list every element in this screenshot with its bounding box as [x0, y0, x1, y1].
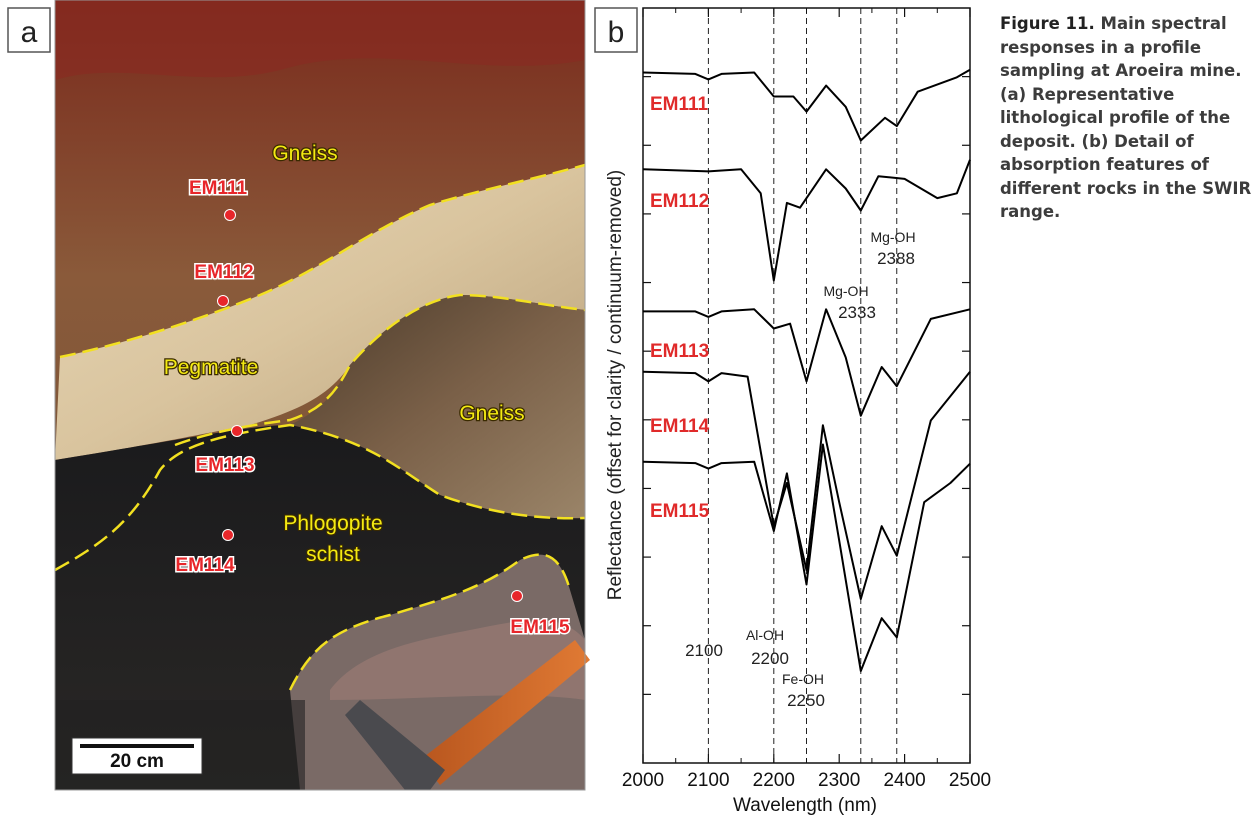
rock-label: Gneiss [272, 142, 337, 165]
series-label: EM114 [650, 416, 710, 437]
x-tick-label: 2400 [883, 770, 925, 791]
reference-group: Al-OH [746, 627, 784, 643]
x-tick-label: 2300 [818, 770, 860, 791]
series-label: EM112 [650, 191, 709, 212]
x-tick-label: 2000 [622, 770, 664, 791]
x-axis-label: Wavelength (nm) [733, 795, 877, 816]
sample-label: EM114 [175, 555, 235, 576]
photo [55, 0, 590, 790]
caption: Figure 11. Main spectral responses in a … [1000, 12, 1252, 224]
rock-label: Pegmatite [164, 356, 259, 379]
plot: 2100 Al-OH 2200 Fe-OH 2250 Mg-OH 2333 Mg-OH 2388… [622, 8, 991, 791]
scale-bar: 20 cm [72, 738, 202, 774]
page: { "panel_a": { "label": "a", "rock_label… [0, 0, 1255, 818]
scale-bar-label: 20 cm [110, 751, 164, 772]
reference-value: 2250 [787, 691, 825, 710]
y-axis-label: Reflectance (offset for clarity / contin… [605, 170, 626, 601]
sample-label: EM115 [510, 617, 570, 638]
x-tick-label: 2500 [949, 770, 991, 791]
panel-label: a [21, 16, 38, 49]
rock-label: Gneiss [459, 402, 524, 425]
reference-group: Mg-OH [870, 229, 915, 245]
rock-label: Phlogopite schist [268, 508, 398, 570]
series-label: EM111 [650, 94, 709, 115]
reference-group: Mg-OH [823, 283, 868, 299]
x-tick-label: 2100 [687, 770, 729, 791]
series-label: EM115 [650, 501, 710, 522]
spectrum-line [643, 372, 970, 599]
x-tick-label: 2200 [753, 770, 795, 791]
reference-value: 2100 [685, 641, 723, 660]
panel-label: b [608, 16, 625, 49]
reference-group: Fe-OH [782, 671, 824, 687]
caption-text: Main spectral responses in a profile sam… [1000, 14, 1251, 221]
sample-label: EM113 [195, 455, 254, 476]
reference-value: 2388 [877, 249, 915, 268]
reference-value: 2200 [751, 649, 789, 668]
series-label: EM113 [650, 341, 709, 362]
panel-label-box: a [8, 8, 50, 52]
sample-label: EM111 [189, 178, 248, 199]
sample-label: EM112 [194, 262, 253, 283]
reference-value: 2333 [838, 303, 876, 322]
panel-label-box: b [595, 8, 637, 52]
caption-label: Figure 11. [1000, 14, 1095, 33]
